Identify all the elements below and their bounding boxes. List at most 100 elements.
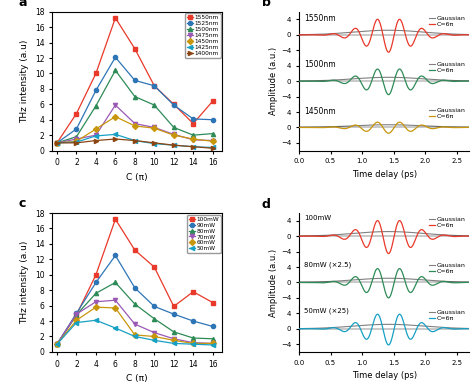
1500nm	[152, 103, 157, 108]
100mW	[152, 265, 157, 269]
1425nm	[93, 134, 99, 138]
70mW	[112, 298, 118, 303]
90mW	[191, 319, 196, 323]
1550nm	[93, 71, 99, 76]
Line: 1550nm: 1550nm	[55, 16, 215, 145]
Y-axis label: Amplitude (a.u.): Amplitude (a.u.)	[269, 248, 278, 317]
1450nm	[171, 133, 177, 138]
60mW	[152, 334, 157, 339]
Line: 1425nm: 1425nm	[55, 132, 215, 150]
Line: 1400nm: 1400nm	[55, 137, 215, 151]
1550nm	[132, 47, 137, 51]
Text: d: d	[262, 198, 271, 211]
1425nm	[132, 138, 137, 143]
90mW	[112, 253, 118, 258]
Y-axis label: THz intensity (a.u): THz intensity (a.u)	[20, 39, 29, 123]
X-axis label: C (π): C (π)	[127, 374, 148, 383]
70mW	[152, 330, 157, 335]
60mW	[73, 318, 79, 323]
Line: 50mW: 50mW	[55, 318, 215, 347]
1475nm	[93, 133, 99, 138]
80mW	[132, 302, 137, 307]
1425nm	[191, 144, 196, 149]
1400nm	[132, 138, 137, 143]
Text: 1450nm: 1450nm	[304, 107, 336, 116]
90mW	[132, 285, 137, 290]
100mW	[54, 342, 60, 346]
Line: 100mW: 100mW	[55, 217, 215, 346]
1400nm	[93, 138, 99, 143]
1550nm	[152, 83, 157, 88]
1450nm	[210, 139, 216, 143]
100mW	[93, 273, 99, 277]
Line: 90mW: 90mW	[55, 253, 215, 346]
90mW	[152, 304, 157, 309]
X-axis label: C (π): C (π)	[127, 173, 148, 182]
70mW	[210, 341, 216, 346]
1525nm	[152, 83, 157, 88]
Text: 1500nm: 1500nm	[304, 60, 336, 69]
80mW	[54, 342, 60, 346]
1400nm	[112, 137, 118, 142]
50mW	[132, 334, 137, 339]
50mW	[73, 320, 79, 325]
Y-axis label: Amplitude (a.u.): Amplitude (a.u.)	[269, 47, 278, 115]
1550nm	[112, 16, 118, 20]
90mW	[93, 280, 99, 285]
1525nm	[73, 127, 79, 131]
1450nm	[132, 124, 137, 128]
Text: 80mW (×2.5): 80mW (×2.5)	[304, 262, 351, 268]
Line: 60mW: 60mW	[55, 305, 215, 346]
Line: 1525nm: 1525nm	[55, 55, 215, 145]
100mW	[132, 248, 137, 253]
1425nm	[112, 132, 118, 137]
1450nm	[112, 114, 118, 119]
1400nm	[73, 140, 79, 145]
100mW	[191, 289, 196, 294]
1475nm	[73, 137, 79, 142]
1400nm	[54, 140, 60, 145]
60mW	[191, 341, 196, 346]
Legend: Gaussian, C=6π: Gaussian, C=6π	[428, 309, 466, 321]
Legend: Gaussian, C=6π: Gaussian, C=6π	[428, 108, 466, 120]
1400nm	[210, 146, 216, 151]
1500nm	[73, 135, 79, 139]
Legend: Gaussian, C=6π: Gaussian, C=6π	[428, 15, 466, 27]
70mW	[132, 322, 137, 326]
1550nm	[191, 121, 196, 126]
100mW	[171, 304, 177, 309]
1500nm	[171, 125, 177, 130]
1525nm	[132, 78, 137, 83]
1400nm	[152, 140, 157, 145]
1525nm	[210, 117, 216, 122]
Line: 70mW: 70mW	[55, 298, 215, 346]
70mW	[73, 312, 79, 316]
Text: b: b	[262, 0, 271, 9]
Line: 1475nm: 1475nm	[55, 103, 215, 145]
100mW	[73, 312, 79, 317]
Legend: Gaussian, C=6π: Gaussian, C=6π	[428, 61, 466, 74]
70mW	[191, 340, 196, 345]
1425nm	[54, 140, 60, 145]
1500nm	[112, 68, 118, 73]
Text: 100mW: 100mW	[304, 215, 331, 221]
1450nm	[152, 126, 157, 131]
Text: a: a	[18, 0, 27, 9]
Line: 80mW: 80mW	[55, 280, 215, 346]
90mW	[171, 312, 177, 316]
1475nm	[191, 137, 196, 142]
1475nm	[112, 103, 118, 108]
Legend: 1550nm, 1525nm, 1500nm, 1475nm, 1450nm, 1425nm, 1400nm: 1550nm, 1525nm, 1500nm, 1475nm, 1450nm, …	[185, 13, 220, 58]
100mW	[210, 300, 216, 305]
1500nm	[93, 104, 99, 108]
Text: c: c	[18, 197, 26, 210]
Legend: Gaussian, C=6π: Gaussian, C=6π	[428, 216, 466, 229]
Line: 1500nm: 1500nm	[55, 68, 215, 145]
1425nm	[152, 141, 157, 146]
1500nm	[191, 133, 196, 138]
50mW	[152, 338, 157, 343]
1500nm	[54, 140, 60, 145]
1525nm	[191, 117, 196, 121]
1550nm	[171, 102, 177, 107]
50mW	[54, 342, 60, 346]
